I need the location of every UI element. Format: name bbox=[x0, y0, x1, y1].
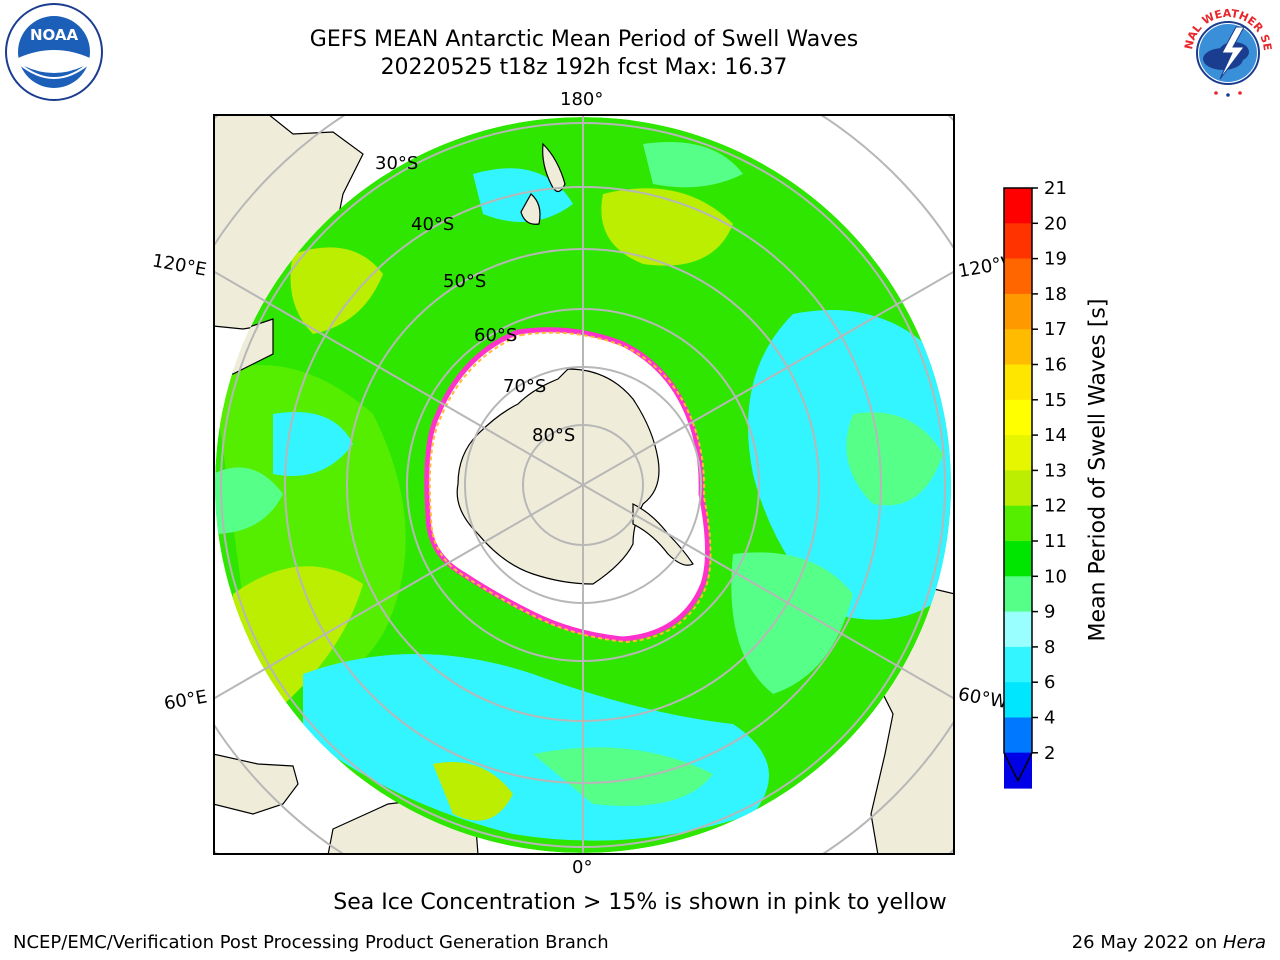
lat-label-80s: 80°S bbox=[532, 425, 575, 446]
lat-label-40s: 40°S bbox=[411, 214, 454, 235]
noaa-logo-icon: NOAA bbox=[5, 3, 103, 101]
colorbar-swatch bbox=[1004, 682, 1032, 718]
colorbar-tick-label: 10 bbox=[1044, 566, 1067, 587]
colorbar-tick-label: 21 bbox=[1044, 180, 1067, 199]
footer-date-text: 26 May 2022 on bbox=[1071, 932, 1223, 953]
colorbar-swatch bbox=[1004, 505, 1032, 542]
colorbar-swatch bbox=[1004, 541, 1032, 577]
lon-label-0: 0° bbox=[572, 857, 593, 878]
colorbar-tick-label: 14 bbox=[1044, 425, 1067, 446]
colorbar-swatch bbox=[1004, 188, 1032, 224]
colorbar-tick-label: 9 bbox=[1044, 602, 1055, 623]
colorbar-tick-label: 13 bbox=[1044, 460, 1067, 481]
colorbar-tick-label: 17 bbox=[1044, 319, 1067, 340]
lat-label-70s: 70°S bbox=[503, 376, 546, 397]
sea-ice-note: Sea Ice Concentration > 15% is shown in … bbox=[333, 890, 947, 915]
meridians bbox=[213, 114, 955, 855]
ocean-field bbox=[215, 117, 951, 853]
colorbar-tick-label: 12 bbox=[1044, 496, 1067, 517]
colorbar-swatch bbox=[1004, 470, 1032, 507]
lat-label-30s: 30°S bbox=[375, 153, 418, 174]
footer-credit: NCEP/EMC/Verification Post Processing Pr… bbox=[13, 932, 609, 953]
lon-label-60e: 60°E bbox=[162, 686, 209, 715]
nws-logo-icon: NATIONAL WEATHER SERVICE bbox=[1178, 3, 1276, 101]
colorbar-tick-label: 4 bbox=[1044, 708, 1055, 729]
colorbar-tick-label: 8 bbox=[1044, 637, 1055, 658]
lon-label-120e: 120°E bbox=[150, 250, 209, 281]
colorbar-tick-label: 2 bbox=[1044, 743, 1055, 764]
colorbar-tick-label: 11 bbox=[1044, 531, 1067, 552]
polar-map: 30°S 40°S 50°S 60°S 70°S 80°S bbox=[213, 114, 955, 855]
colorbar-swatch bbox=[1004, 399, 1032, 436]
colorbar-extend-min bbox=[1004, 752, 1032, 781]
colorbar-swatch bbox=[1004, 611, 1032, 648]
footer-machine: Hera bbox=[1222, 932, 1266, 953]
noaa-logo-text: NOAA bbox=[30, 26, 79, 44]
colorbar-swatch bbox=[1004, 223, 1032, 260]
colorbar-tick-label: 15 bbox=[1044, 390, 1067, 411]
colorbar-tick-label: 6 bbox=[1044, 672, 1055, 693]
colorbar-tick-label: 18 bbox=[1044, 284, 1067, 305]
footer-date: 26 May 2022 on Hera bbox=[1072, 932, 1266, 953]
colorbar-swatch bbox=[1004, 646, 1032, 683]
colorbar-swatch bbox=[1004, 258, 1032, 295]
colorbar-swatch bbox=[1004, 717, 1032, 754]
lat-label-60s: 60°S bbox=[474, 325, 517, 346]
chart-subtitle: 20220525 t18z 192h fcst Max: 16.37 bbox=[380, 55, 788, 80]
colorbar-swatch bbox=[1004, 293, 1032, 330]
lon-label-180: 180° bbox=[560, 89, 604, 110]
colorbar-tick-label: 20 bbox=[1044, 213, 1067, 234]
colorbar-swatch bbox=[1004, 576, 1032, 613]
colorbar: 21 20 19 18 17 16 15 14 13 12 11 10 9 8 6 4 2 bbox=[1003, 180, 1067, 789]
chart-title: GEFS MEAN Antarctic Mean Period of Swell… bbox=[309, 27, 859, 52]
lat-label-50s: 50°S bbox=[443, 271, 486, 292]
colorbar-swatch bbox=[1004, 364, 1032, 401]
colorbar-label: Mean Period of Swell Waves [s] bbox=[1085, 298, 1111, 642]
colorbar-tick-label: 16 bbox=[1044, 355, 1067, 376]
colorbar-tick-label: 19 bbox=[1044, 249, 1067, 270]
colorbar-swatch bbox=[1004, 435, 1032, 471]
colorbar-swatch bbox=[1004, 329, 1032, 365]
